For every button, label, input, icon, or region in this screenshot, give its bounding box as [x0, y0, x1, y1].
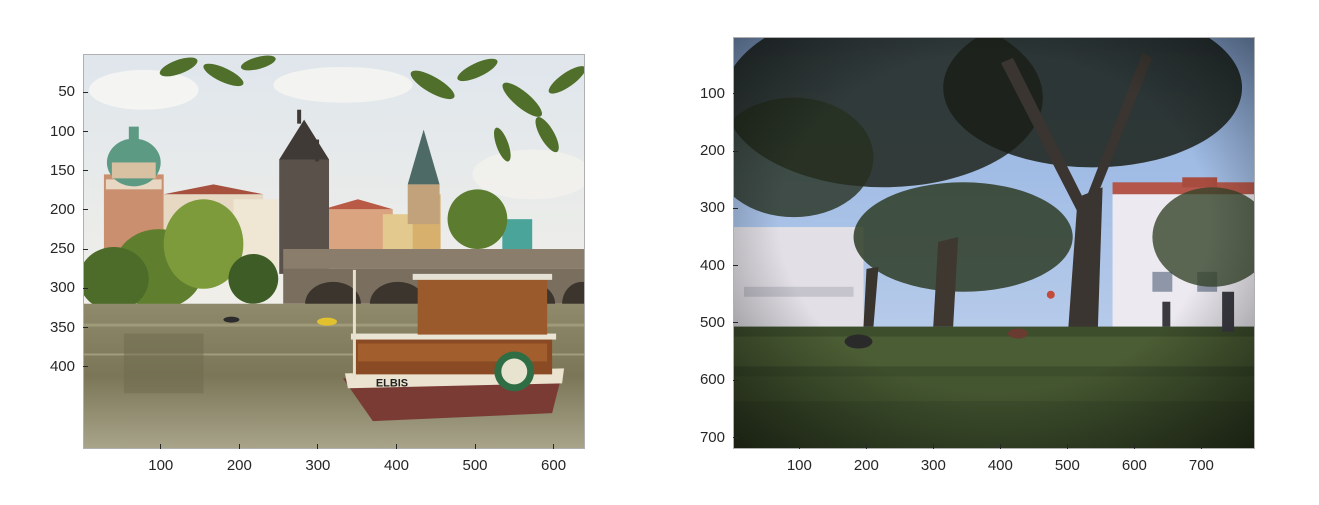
charles-bridge [283, 249, 584, 269]
y-tick-mark [83, 327, 88, 329]
y-tick-label: 700 [699, 428, 725, 446]
x-tick-mark [798, 444, 800, 449]
x-tick-mark [553, 444, 555, 449]
x-tick-mark [932, 444, 934, 449]
x-tick-label: 500 [1054, 457, 1080, 474]
y-tick-label: 100 [49, 122, 75, 140]
x-tick-mark [238, 444, 240, 449]
y-tick-label: 350 [49, 318, 75, 336]
y-tick-label: 150 [49, 161, 75, 179]
y-tick-mark [733, 437, 738, 439]
y-tick-label: 300 [699, 199, 725, 217]
y-tick-label: 250 [49, 240, 75, 258]
park-trees-image [733, 37, 1255, 449]
y-tick-mark [83, 248, 88, 250]
x-tick-label: 100 [786, 457, 812, 474]
x-tick-label: 400 [383, 457, 409, 474]
x-tick-label: 300 [305, 457, 331, 474]
x-tick-mark [999, 444, 1001, 449]
x-tick-label: 100 [148, 457, 174, 474]
y-tick-mark [83, 209, 88, 211]
x-tick-mark [317, 444, 319, 449]
boat-name-text: ELBIS [376, 377, 408, 389]
x-tick-mark [1133, 444, 1135, 449]
y-tick-label: 600 [699, 371, 725, 389]
y-tick-mark [733, 379, 738, 381]
overhanging-leaves [159, 55, 584, 162]
x-tick-label: 700 [1188, 457, 1214, 474]
y-tick-label: 300 [49, 279, 75, 297]
x-tick-label: 600 [1121, 457, 1147, 474]
image-panel-left: ELBIS 100 200 300 400 500 600 50 100 150 200 250 30… [0, 0, 640, 505]
y-tick-label: 50 [58, 83, 75, 101]
y-tick-label: 400 [699, 256, 725, 274]
y-tick-mark [83, 366, 88, 368]
x-tick-label: 500 [462, 457, 488, 474]
x-tick-mark [1066, 444, 1068, 449]
y-tick-mark [733, 322, 738, 324]
x-tick-mark [1200, 444, 1202, 449]
y-tick-label: 100 [699, 84, 725, 102]
x-tick-label: 400 [987, 457, 1013, 474]
y-tick-mark [733, 265, 738, 267]
y-tick-label: 200 [699, 142, 725, 160]
prague-river-image: ELBIS [83, 54, 585, 449]
x-tick-mark [474, 444, 476, 449]
x-tick-label: 200 [853, 457, 879, 474]
y-tick-mark [83, 287, 88, 289]
steamboat [342, 269, 565, 422]
green-dome [106, 138, 161, 187]
x-tick-mark [160, 444, 162, 449]
y-tick-mark [83, 131, 88, 133]
y-tick-mark [83, 91, 88, 93]
park-scene [734, 38, 1254, 448]
x-tick-label: 300 [920, 457, 946, 474]
x-tick-mark [865, 444, 867, 449]
y-tick-label: 400 [49, 357, 75, 375]
y-tick-mark [733, 150, 738, 152]
image-panel-right: 100 200 300 400 500 600 700 100 200 300 400 500 600 7… [650, 0, 1319, 505]
prague-river-scene: ELBIS [84, 55, 584, 448]
x-tick-label: 600 [541, 457, 567, 474]
x-tick-label: 200 [226, 457, 252, 474]
y-tick-mark [733, 207, 738, 209]
y-tick-mark [83, 170, 88, 172]
y-tick-mark [733, 93, 738, 95]
y-tick-label: 200 [49, 200, 75, 218]
x-tick-mark [395, 444, 397, 449]
y-tick-label: 500 [699, 313, 725, 331]
